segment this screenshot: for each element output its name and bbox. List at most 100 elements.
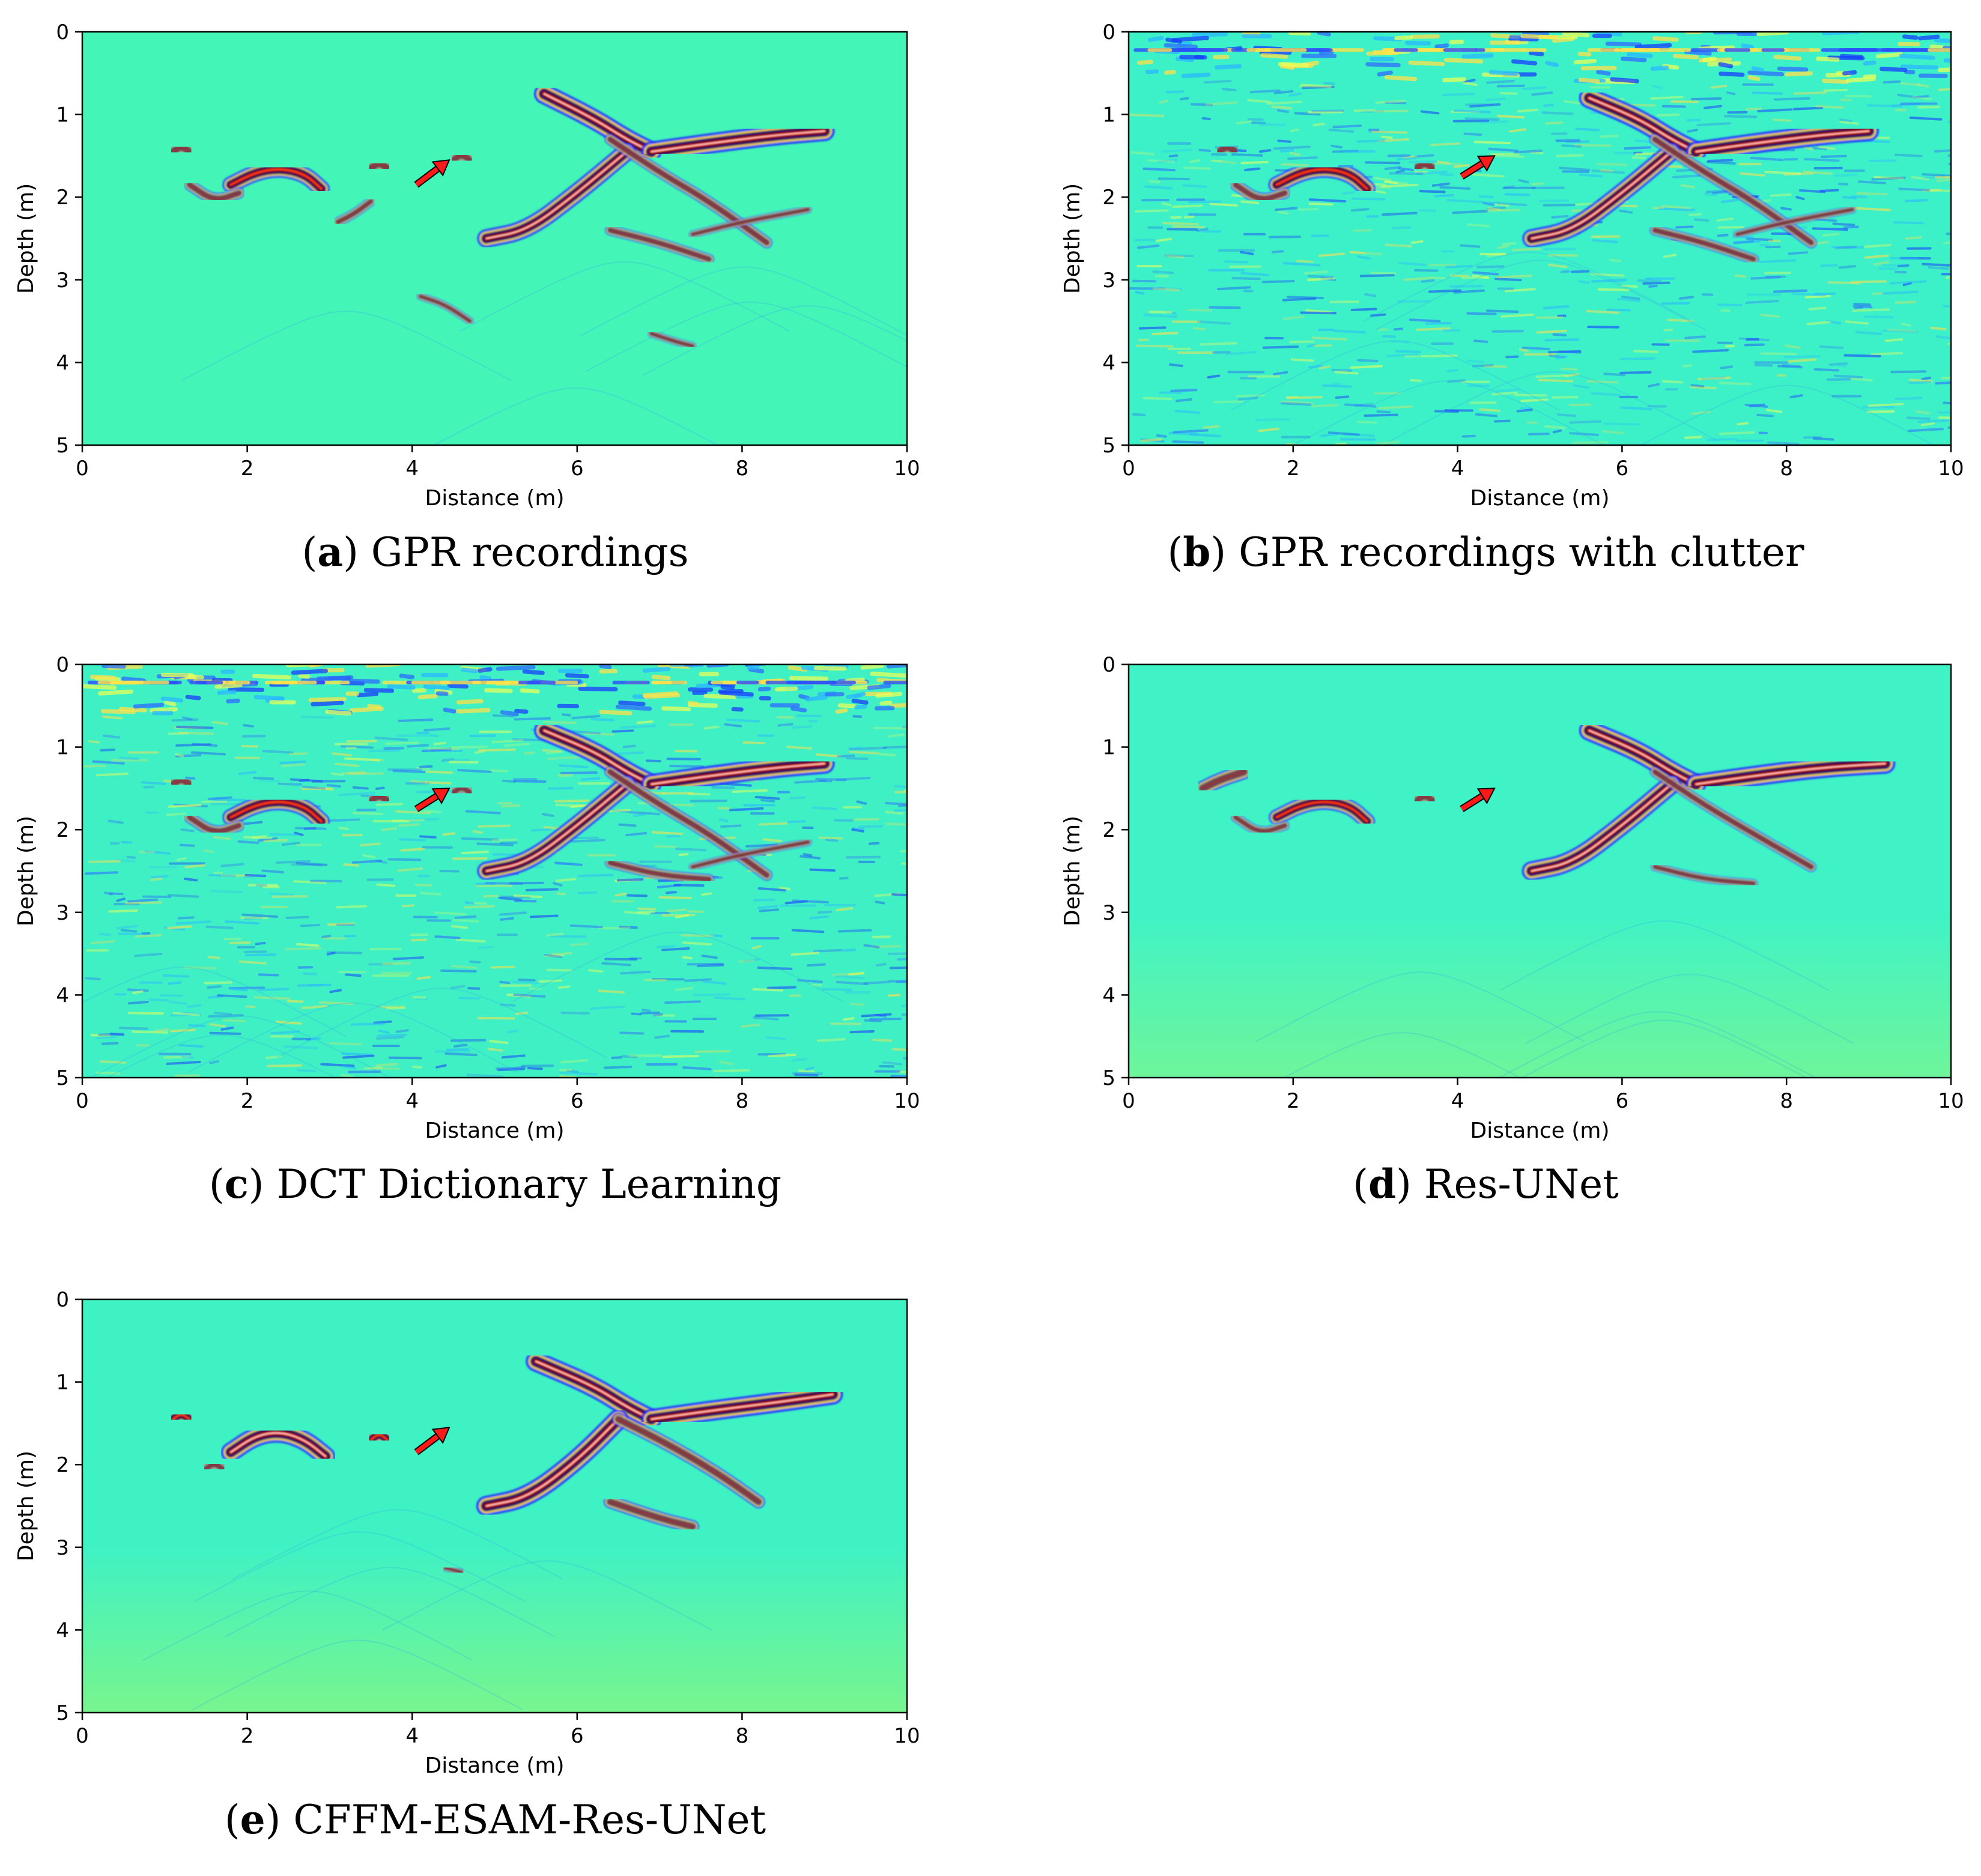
clutter-mark [1419,190,1446,193]
clutter-mark [636,720,654,724]
clutter-mark [1442,77,1466,82]
clutter-mark [1798,189,1826,193]
clutter-mark [1307,277,1335,282]
clutter-mark [1928,266,1950,270]
clutter-mark [651,675,671,681]
clutter-mark [1301,85,1335,90]
clutter-mark [1782,364,1801,368]
clutter-mark [412,688,427,693]
clutter-mark [560,1059,589,1064]
clutter-mark [90,940,115,944]
diffraction-curve [1282,1032,1521,1078]
clutter-mark [525,888,559,891]
clutter-mark [96,1036,117,1039]
clutter-mark [1901,322,1911,327]
clutter-mark [465,810,501,815]
diffraction-curve [194,1531,525,1602]
clutter-mark [777,715,795,719]
clutter-mark [1791,292,1826,297]
clutter-mark [618,823,637,827]
clutter-mark [141,781,166,785]
clutter-mark [1425,321,1452,325]
reflection [200,1459,228,1475]
clutter-mark [209,1060,219,1064]
clutter-mark [1282,297,1316,302]
clutter-mark [1795,196,1805,201]
clutter-mark [658,896,692,900]
clutter-mark [501,1054,526,1059]
clutter-mark [1197,228,1209,232]
clutter-mark [175,920,212,925]
clutter-mark [1562,32,1590,38]
clutter-mark [501,804,521,808]
clutter-mark [1281,402,1312,406]
clutter-mark [1846,76,1876,83]
clutter-mark [1551,214,1569,219]
clutter-mark [1371,130,1407,134]
clutter-mark [1181,72,1211,79]
clutter-mark [1783,355,1821,359]
clutter-mark [1541,111,1574,115]
clutter-mark [1152,270,1174,275]
clutter-mark [1517,108,1538,113]
clutter-mark [1662,205,1691,210]
clutter-mark [423,809,442,813]
clutter-mark [1434,193,1455,198]
y-tick-label: 2 [56,1453,69,1477]
clutter-mark [1496,84,1525,88]
clutter-mark [1365,62,1401,68]
clutter-mark [1624,146,1651,150]
clutter-mark [544,954,563,959]
clutter-mark [887,664,907,669]
reflection [1268,161,1376,198]
reflection [1230,179,1291,204]
reflection [1649,225,1759,265]
clutter-mark [821,988,853,991]
clutter-mark [1672,174,1701,179]
clutter-mark [1854,306,1863,310]
clutter-mark [1138,326,1166,330]
clutter-mark [1273,90,1294,94]
reflection [603,1495,700,1534]
y-tick-label: 5 [56,1701,69,1725]
clutter-mark [1621,56,1647,62]
clutter-mark [1819,345,1844,350]
clutter-mark [1282,262,1321,267]
clutter-mark [1207,374,1221,379]
clutter-mark [1206,101,1238,106]
annotation-arrow [414,788,451,812]
clutter-mark [1395,169,1405,174]
clutter-mark [1773,97,1810,101]
clutter-mark [620,970,651,975]
y-tick-label: 5 [56,434,69,458]
clutter-mark [1592,239,1618,243]
clutter-mark [1287,156,1318,160]
clutter-mark [896,980,907,983]
y-tick-label: 3 [1102,269,1115,293]
clutter-mark [1143,314,1178,318]
reflection [641,1384,843,1430]
diffraction-curve [1230,340,1561,411]
clutter-mark [1290,128,1299,133]
clutter-mark [1330,144,1343,149]
clutter-mark [1288,32,1311,36]
clutter-mark [166,1060,201,1065]
clutter-mark [1601,430,1624,435]
clutter-mark [1447,378,1466,383]
clutter-mark [188,1024,206,1028]
clutter-mark [392,956,424,961]
clutter-mark [425,770,454,774]
x-tick-label: 0 [76,1724,89,1748]
clutter-mark [1244,167,1261,172]
clutter-mark [1938,67,1951,73]
clutter-mark [169,1028,196,1033]
clutter-mark [1473,339,1488,343]
clutter-mark [416,997,429,1000]
clutter-mark [1151,332,1179,336]
clutter-mark [738,959,755,964]
clutter-mark [1936,178,1951,183]
clutter-mark [1642,281,1670,285]
clutter-mark [1308,365,1323,369]
clutter-mark [345,973,362,977]
clutter-mark [176,726,214,729]
